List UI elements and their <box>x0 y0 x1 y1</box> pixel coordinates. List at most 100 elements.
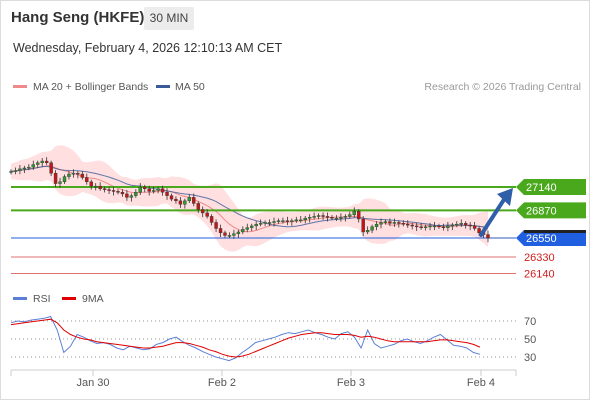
candle-body <box>464 223 468 226</box>
candle <box>18 164 22 175</box>
candle-body <box>76 172 80 175</box>
candle <box>187 194 192 203</box>
candle-body <box>44 160 49 163</box>
candle-body <box>379 222 383 225</box>
candle-body <box>357 211 361 220</box>
candle-body <box>245 227 249 230</box>
candle-body <box>169 195 174 200</box>
candle <box>196 201 200 214</box>
candle-body <box>392 222 397 224</box>
candle <box>290 218 294 226</box>
candle-body <box>459 223 463 225</box>
candle <box>410 222 414 230</box>
candle <box>31 160 35 170</box>
candle <box>209 214 214 226</box>
candle-body <box>254 223 258 227</box>
candle <box>169 193 174 202</box>
candle-body <box>414 225 419 228</box>
candle-body <box>67 173 71 177</box>
candle <box>200 206 205 218</box>
candle <box>352 207 356 218</box>
candle <box>160 185 165 196</box>
candle <box>245 223 249 233</box>
level-label-26330: 26330 <box>524 252 555 264</box>
ma20-line <box>10 165 489 233</box>
moving-averages <box>10 165 489 233</box>
candle <box>423 224 428 231</box>
level-label-26870: 26870 <box>526 205 557 217</box>
candle <box>316 213 321 220</box>
candle-body <box>98 185 102 189</box>
candle <box>464 221 468 229</box>
candle-body <box>455 223 459 226</box>
candle-body <box>53 172 58 184</box>
candle-body <box>58 181 62 184</box>
candle <box>397 220 401 228</box>
candle-body <box>187 197 192 202</box>
level-tag-26870: 26870 <box>516 202 586 219</box>
candle <box>383 219 388 225</box>
candle <box>446 222 450 232</box>
candle <box>321 212 325 220</box>
candle-body <box>472 225 477 229</box>
candle-body <box>165 191 169 196</box>
candle <box>361 215 365 237</box>
candle-body <box>156 188 160 191</box>
rsi-ma-line <box>10 318 481 358</box>
ma20-legend-label: MA 20 + Bollinger Bands <box>33 81 148 93</box>
candle <box>94 183 98 191</box>
candle <box>120 189 125 197</box>
candle <box>272 217 276 227</box>
candle <box>223 230 227 238</box>
candle <box>330 215 334 221</box>
level-tag-27140: 27140 <box>516 179 586 195</box>
candle <box>254 221 258 231</box>
candle <box>36 160 40 169</box>
candle <box>116 189 120 195</box>
level-tag-bg <box>516 230 586 246</box>
ma20-legend-swatch <box>13 85 27 88</box>
candle-body <box>138 186 142 193</box>
candle-body <box>134 191 138 196</box>
candle-body <box>370 226 374 231</box>
interval-badge[interactable]: 30 MIN <box>144 7 194 30</box>
candle <box>192 193 196 207</box>
x-tick-label: Feb 2 <box>208 377 236 389</box>
level-label-26550: 26550 <box>526 233 557 245</box>
rsi-tick-label: 50 <box>524 334 536 346</box>
candle <box>58 177 62 188</box>
candle-body <box>183 200 187 205</box>
forecast-arrow <box>479 188 513 237</box>
candle-body <box>419 226 423 228</box>
candle-body <box>437 225 441 228</box>
candle <box>374 221 379 231</box>
candle-body <box>468 224 472 227</box>
candle <box>468 222 472 231</box>
candle-body <box>40 160 44 163</box>
candle-body <box>218 228 223 234</box>
candle-body <box>147 188 151 192</box>
candle <box>267 219 272 226</box>
rsi-legend-swatch <box>13 297 27 300</box>
candle <box>111 186 116 196</box>
candle-body <box>406 223 410 226</box>
level-labels: 27140 26870 26550 26330 26140 <box>516 179 586 280</box>
candle-body <box>111 190 116 192</box>
candle <box>218 224 223 238</box>
candle <box>455 221 459 228</box>
rsi-tick-label: 70 <box>524 316 536 328</box>
candle-body <box>432 225 437 228</box>
candle-body <box>62 176 67 183</box>
candle <box>143 184 147 193</box>
candle-body <box>31 164 35 168</box>
candle-body <box>71 172 76 175</box>
level-label-27140: 27140 <box>526 182 557 194</box>
rsi-legend-label: RSI <box>33 293 51 305</box>
candle <box>334 215 339 221</box>
candle <box>178 196 183 208</box>
forecast-arrow-shaft <box>479 196 507 237</box>
candle-body <box>85 177 89 183</box>
candle <box>227 232 232 239</box>
candle <box>183 198 187 209</box>
candle-body <box>236 231 241 234</box>
